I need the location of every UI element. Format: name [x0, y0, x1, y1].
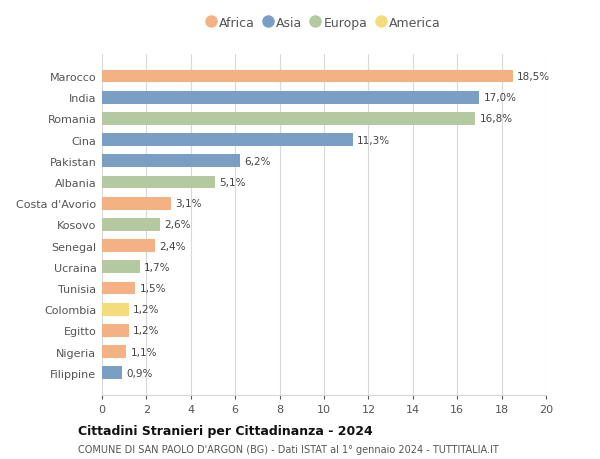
Bar	[102, 303, 128, 316]
Text: 2,6%: 2,6%	[164, 220, 191, 230]
Bar	[102, 367, 122, 379]
Text: 16,8%: 16,8%	[479, 114, 512, 124]
Text: 3,1%: 3,1%	[175, 199, 202, 209]
Bar	[102, 197, 171, 210]
Text: 1,2%: 1,2%	[133, 326, 160, 336]
Text: 11,3%: 11,3%	[358, 135, 391, 146]
Text: 6,2%: 6,2%	[244, 157, 271, 167]
Bar	[102, 240, 155, 252]
Bar	[102, 325, 128, 337]
Text: 18,5%: 18,5%	[517, 72, 550, 82]
Text: 1,1%: 1,1%	[131, 347, 157, 357]
Bar	[102, 176, 215, 189]
Text: 1,7%: 1,7%	[144, 262, 170, 272]
Bar	[102, 282, 136, 295]
Bar	[102, 346, 127, 358]
Text: 0,9%: 0,9%	[127, 368, 153, 378]
Text: 1,5%: 1,5%	[140, 283, 166, 293]
Bar	[102, 134, 353, 147]
Text: COMUNE DI SAN PAOLO D'ARGON (BG) - Dati ISTAT al 1° gennaio 2024 - TUTTITALIA.IT: COMUNE DI SAN PAOLO D'ARGON (BG) - Dati …	[78, 444, 499, 454]
Bar	[102, 113, 475, 125]
Bar	[102, 71, 513, 83]
Bar	[102, 218, 160, 231]
Text: 5,1%: 5,1%	[220, 178, 246, 188]
Text: 1,2%: 1,2%	[133, 304, 160, 314]
Text: 17,0%: 17,0%	[484, 93, 517, 103]
Text: 2,4%: 2,4%	[160, 241, 186, 251]
Text: Cittadini Stranieri per Cittadinanza - 2024: Cittadini Stranieri per Cittadinanza - 2…	[78, 425, 373, 437]
Bar	[102, 261, 140, 274]
Bar	[102, 155, 239, 168]
Legend: Africa, Asia, Europa, America: Africa, Asia, Europa, America	[208, 17, 440, 30]
Bar	[102, 92, 479, 104]
